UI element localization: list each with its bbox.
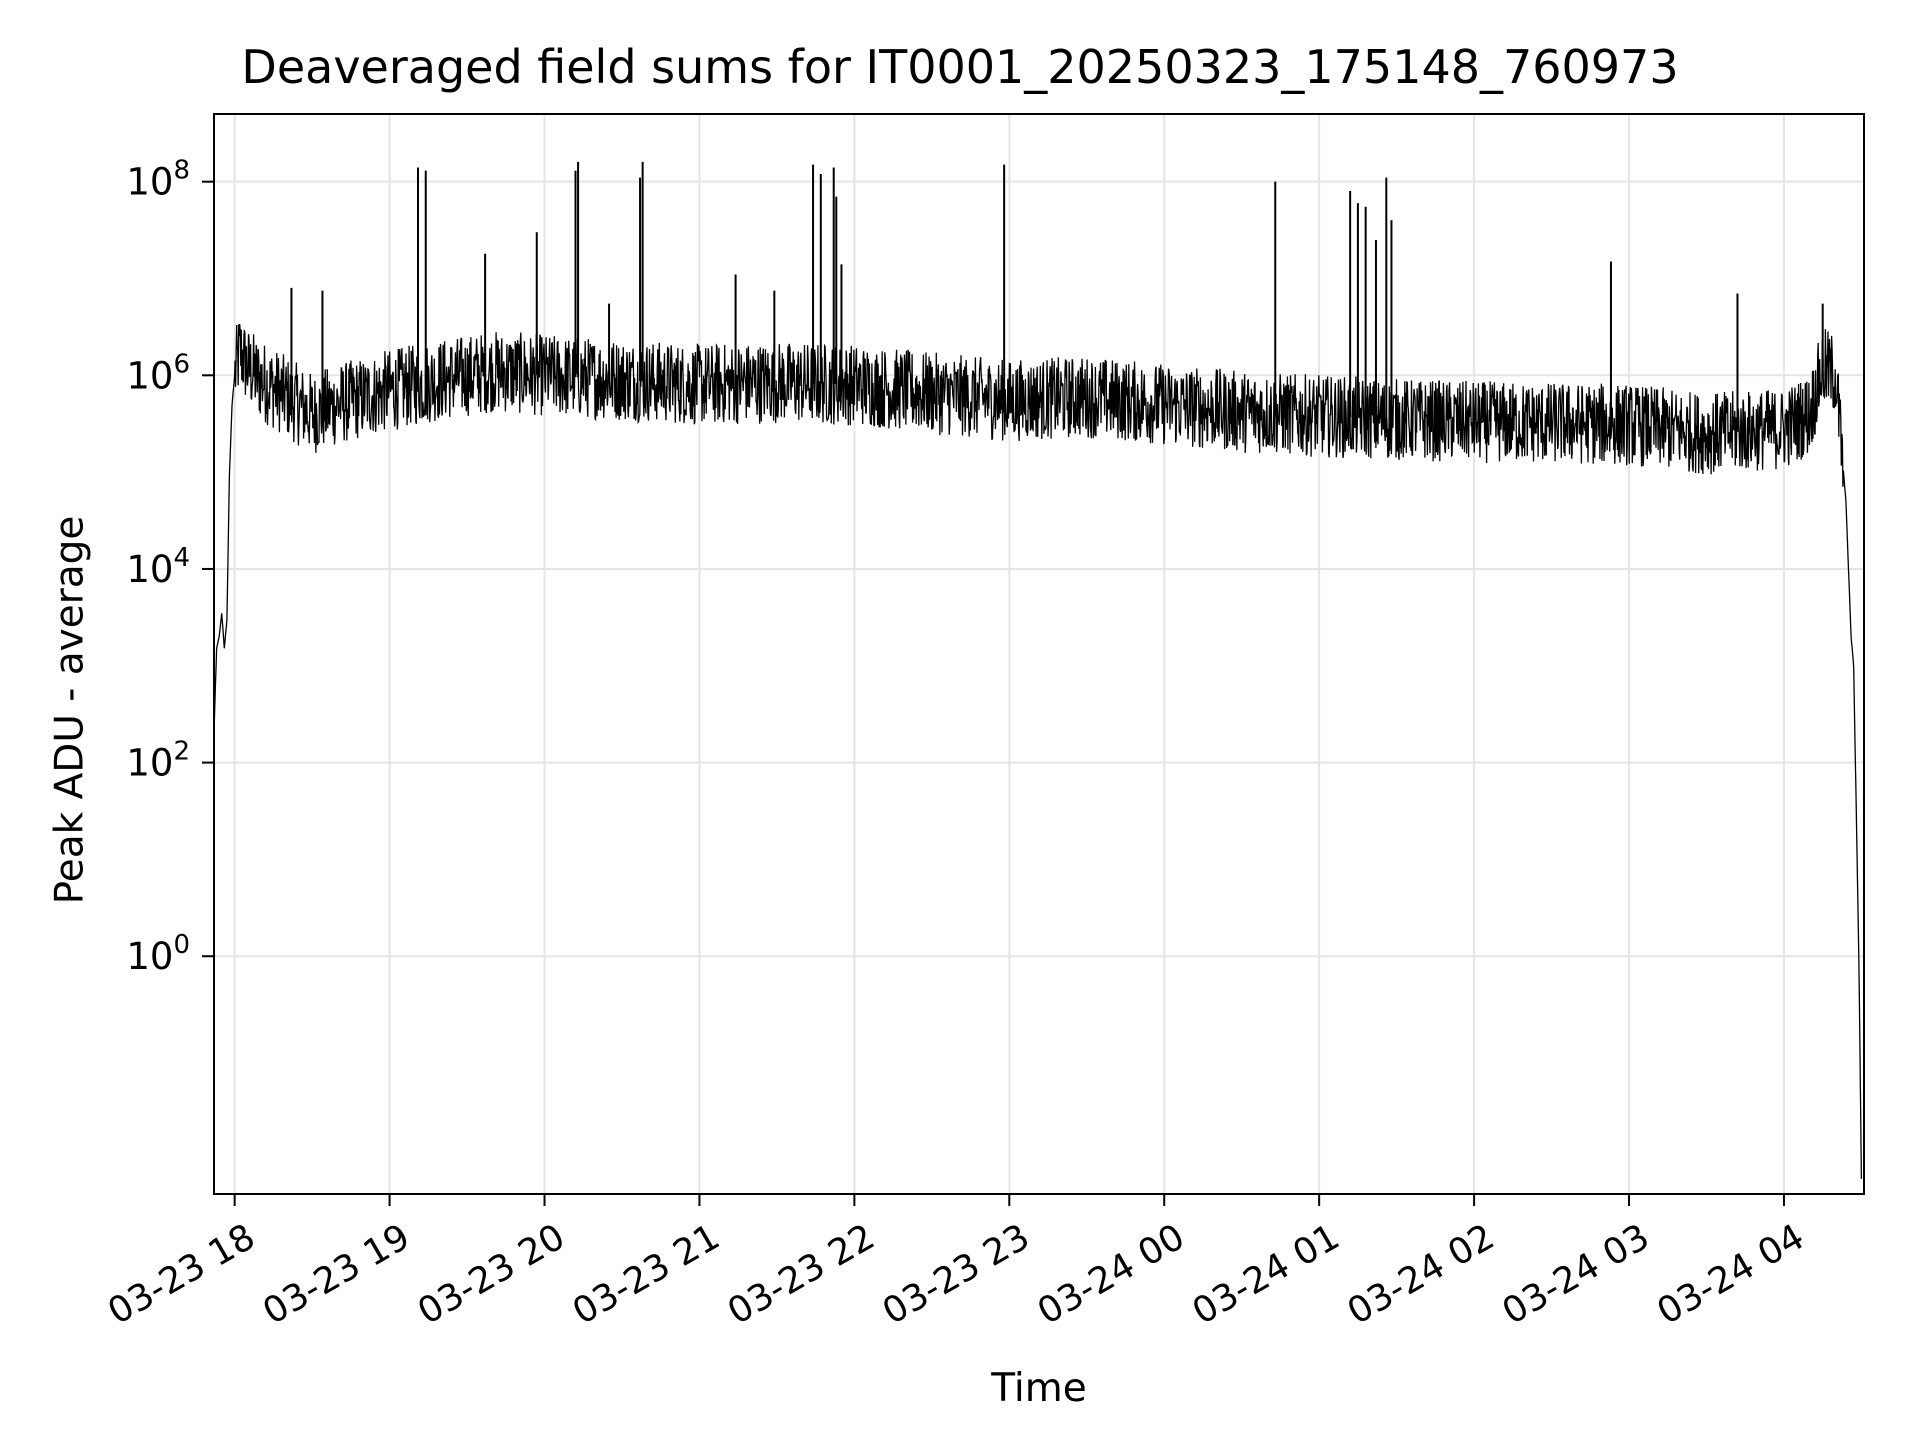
x-tick-label: 03-23 21 xyxy=(566,1216,727,1332)
x-tick-label: 03-23 18 xyxy=(101,1216,262,1332)
y-tick-label: 102 xyxy=(126,737,190,785)
series-path xyxy=(213,323,1863,1180)
x-tick-label: 03-24 02 xyxy=(1341,1216,1502,1332)
x-tick-label: 03-23 22 xyxy=(721,1216,882,1332)
x-tick-label: 03-24 03 xyxy=(1496,1216,1657,1332)
x-tick-label: 03-24 01 xyxy=(1186,1216,1347,1332)
series-line xyxy=(213,161,1863,1180)
chart-title: Deaveraged field sums for IT0001_2025032… xyxy=(241,40,1679,94)
x-tick-label: 03-23 23 xyxy=(876,1216,1037,1332)
x-tick-label: 03-24 04 xyxy=(1651,1216,1812,1332)
x-tick-label: 03-23 20 xyxy=(411,1216,572,1332)
y-tick-label: 100 xyxy=(126,930,190,978)
y-tick-label: 108 xyxy=(126,156,190,204)
x-axis-label: Time xyxy=(991,1366,1087,1411)
plot-frame xyxy=(213,113,1865,1195)
y-axis-ticks: 100 102 104 106 108 xyxy=(126,156,214,978)
x-tick-label: 03-24 00 xyxy=(1031,1216,1192,1332)
grid xyxy=(214,114,1864,1194)
y-tick-label: 104 xyxy=(126,543,190,591)
y-tick-label: 106 xyxy=(126,349,190,397)
x-tick-label: 03-23 19 xyxy=(256,1216,417,1332)
